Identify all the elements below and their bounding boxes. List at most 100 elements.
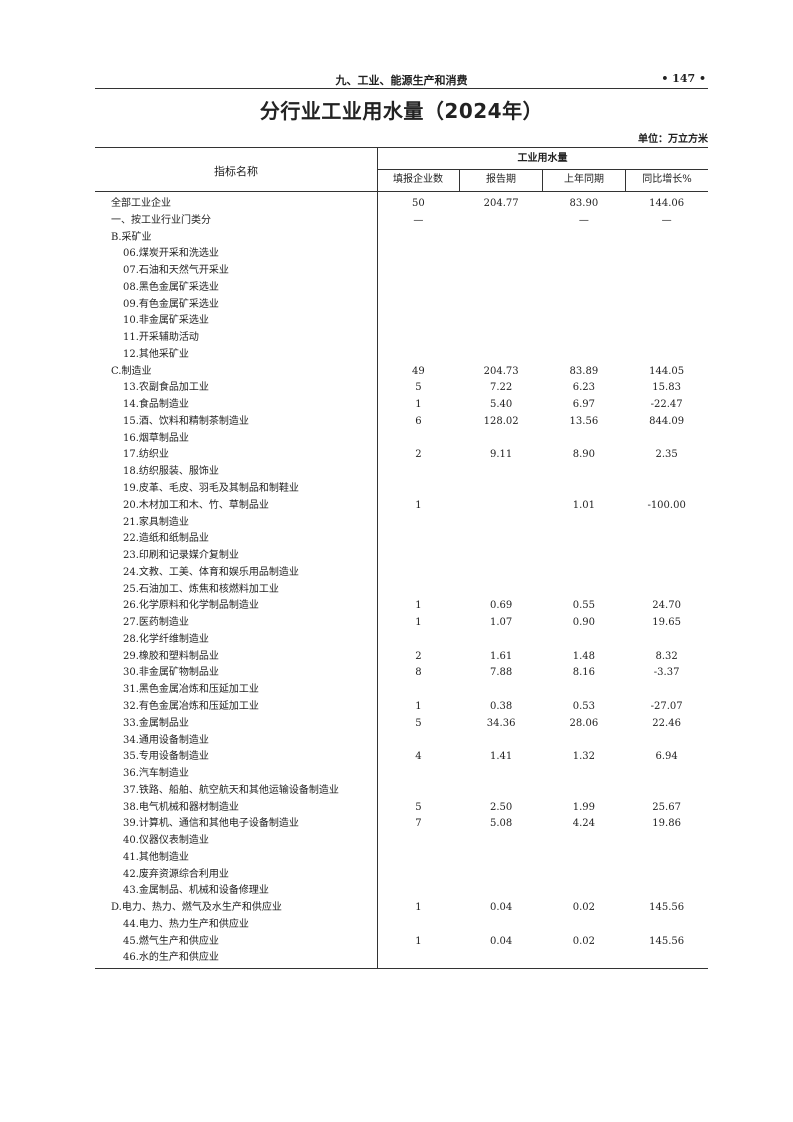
row-label: 10.非金属矿采选业 xyxy=(123,315,209,327)
cell-value xyxy=(460,682,543,699)
table-row: 19.皮革、毛皮、羽毛及其制品和制鞋业 xyxy=(95,481,708,498)
cell-value xyxy=(625,548,708,565)
row-label: 09.有色金属矿采选业 xyxy=(123,298,219,310)
cell-value xyxy=(377,833,460,850)
cell-value: 2.35 xyxy=(655,449,678,461)
column-header: 同比增长% xyxy=(625,169,708,191)
cell-value xyxy=(625,783,708,800)
table-row: 44.电力、热力生产和供应业 xyxy=(95,917,708,934)
cell-value xyxy=(543,515,626,532)
row-label: 06.煤炭开采和洗选业 xyxy=(123,248,219,260)
cell-value xyxy=(460,565,543,582)
table-row: 07.石油和天然气开采业 xyxy=(95,263,708,280)
column-divider xyxy=(377,148,378,968)
cell-value xyxy=(460,917,543,934)
cell-value xyxy=(460,783,543,800)
row-label: 12.其他采矿业 xyxy=(123,348,189,360)
cell-value: 6.97 xyxy=(572,399,595,411)
row-label: 23.印刷和记录媒介复制业 xyxy=(123,550,239,562)
cell-value xyxy=(460,431,543,448)
row-label: 43.金属制品、机械和设备修理业 xyxy=(123,885,269,897)
cell-value xyxy=(460,263,543,280)
row-label: 一、按工业行业门类分 xyxy=(111,214,211,226)
row-label: 42.废弃资源综合利用业 xyxy=(123,868,229,880)
row-label: 32.有色金属冶炼和压延加工业 xyxy=(123,700,259,712)
cell-value xyxy=(543,548,626,565)
cell-value: 1 xyxy=(415,700,422,712)
cell-value: 15.83 xyxy=(652,382,681,394)
cell-value: 83.89 xyxy=(569,365,599,377)
cell-value xyxy=(625,733,708,750)
row-label: 08.黑色金属矿采选业 xyxy=(123,281,219,293)
cell-value xyxy=(543,263,626,280)
cell-value: 1.48 xyxy=(572,650,595,662)
cell-value xyxy=(460,330,543,347)
row-label: 38.电气机械和器材制造业 xyxy=(123,801,239,813)
cell-value: 13.56 xyxy=(569,415,599,427)
cell-value: 1.01 xyxy=(572,499,595,511)
table-row: 16.烟草制品业 xyxy=(95,431,708,448)
cell-value: 0.69 xyxy=(489,600,513,612)
cell-value xyxy=(460,498,543,515)
page-title: 分行业工业用水量（2024年） xyxy=(259,99,544,123)
cell-value xyxy=(377,313,460,330)
cell-value xyxy=(543,682,626,699)
cell-value xyxy=(543,632,626,649)
table-row: 15.酒、饮料和精制茶制造业 6 128.02 13.56 844.09 xyxy=(95,414,708,431)
cell-value: 83.90 xyxy=(569,198,599,209)
cell-value: 8.16 xyxy=(572,667,595,679)
column-header: 填报企业数 xyxy=(393,174,443,185)
cell-value xyxy=(460,632,543,649)
cell-value xyxy=(625,531,708,548)
row-label: 13.农副食品加工业 xyxy=(123,382,209,394)
column-headers: 填报企业数 报告期 上年同期 同比增长% xyxy=(377,169,708,192)
row-label: 16.烟草制品业 xyxy=(123,432,189,444)
table-row: 32.有色金属冶炼和压延加工业 1 0.38 0.53 -27.07 xyxy=(95,699,708,716)
cell-value: 144.05 xyxy=(649,365,685,377)
row-label: 18.纺织服装、服饰业 xyxy=(123,466,219,478)
cell-value xyxy=(377,582,460,599)
unit-label: 单位：万立方米 xyxy=(638,134,708,145)
cell-value xyxy=(377,733,460,750)
table-row: 20.木材加工和木、竹、草制品业 1 1.01 -100.00 xyxy=(95,498,708,515)
cell-value: 7.22 xyxy=(489,382,513,394)
table-body: 全部工业企业 50 204.77 83.90 144.06 一、按工业行业门类分 — — — B.… xyxy=(95,196,708,967)
cell-value xyxy=(377,766,460,783)
name-column-header: 指标名称 xyxy=(214,165,258,178)
cell-value: -27.07 xyxy=(650,700,683,712)
row-label: 36.汽车制造业 xyxy=(123,768,189,780)
table-row: 26.化学原料和化学制品制造业 1 0.69 0.55 24.70 xyxy=(95,598,708,615)
cell-value: 1 xyxy=(415,617,422,629)
cell-value xyxy=(460,515,543,532)
cell-value: — xyxy=(413,214,424,226)
cell-value: 1.61 xyxy=(489,650,513,662)
cell-value: 19.86 xyxy=(652,818,681,830)
table-row: 29.橡胶和塑料制品业 2 1.61 1.48 8.32 xyxy=(95,649,708,666)
cell-value xyxy=(625,464,708,481)
cell-value xyxy=(543,582,626,599)
row-label: 全部工业企业 xyxy=(111,198,171,209)
cell-value xyxy=(543,313,626,330)
cell-value xyxy=(460,464,543,481)
table-row: C.制造业 49 204.73 83.89 144.05 xyxy=(95,364,708,381)
cell-value xyxy=(460,733,543,750)
cell-value xyxy=(543,733,626,750)
cell-value: 204.77 xyxy=(483,198,519,209)
cell-value xyxy=(377,531,460,548)
cell-value xyxy=(543,330,626,347)
cell-value: 5.40 xyxy=(489,399,513,411)
cell-value xyxy=(377,347,460,364)
table-row: 10.非金属矿采选业 xyxy=(95,313,708,330)
cell-value: 1.32 xyxy=(572,751,595,763)
cell-value: 0.90 xyxy=(572,617,595,629)
cell-value: 49 xyxy=(412,365,425,377)
cell-value xyxy=(460,548,543,565)
column-header: 上年同期 xyxy=(542,169,625,191)
row-label: 17.纺织业 xyxy=(123,449,169,461)
row-label: 26.化学原料和化学制品制造业 xyxy=(123,600,259,612)
cell-value xyxy=(625,582,708,599)
table-row: 21.家具制造业 xyxy=(95,515,708,532)
cell-value xyxy=(460,313,543,330)
cell-value xyxy=(625,515,708,532)
table-row: 36.汽车制造业 xyxy=(95,766,708,783)
